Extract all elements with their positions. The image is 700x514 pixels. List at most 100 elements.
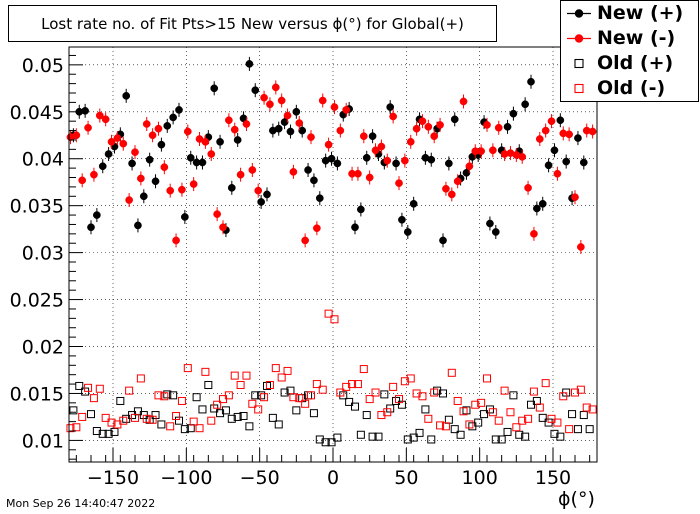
- data-point: [266, 100, 274, 109]
- data-point: [260, 393, 269, 402]
- data-point: [450, 115, 459, 124]
- data-point: [66, 424, 75, 433]
- data-point: [89, 394, 98, 403]
- data-point: [280, 388, 289, 397]
- data-point: [327, 438, 336, 447]
- data-point: [327, 154, 336, 163]
- series-new: [69, 56, 594, 248]
- data-point: [180, 425, 189, 434]
- x-tick-label: −50: [240, 467, 280, 489]
- data-point: [131, 413, 139, 422]
- data-point: [257, 391, 266, 400]
- data-point: [359, 132, 368, 141]
- data-point: [289, 393, 298, 402]
- data-point: [219, 223, 227, 232]
- data-point: [397, 400, 406, 409]
- x-tick-label: 0: [327, 467, 339, 489]
- data-point: [477, 398, 486, 407]
- data-point: [436, 421, 445, 430]
- data-point: [245, 60, 254, 68]
- data-point: [348, 380, 357, 389]
- legend-marker-icon: [574, 58, 584, 69]
- data-point: [142, 120, 151, 128]
- data-point: [365, 395, 374, 404]
- data-point: [389, 382, 398, 391]
- data-point: [462, 406, 471, 415]
- data-point: [148, 415, 157, 424]
- x-tick-label: 50: [394, 467, 418, 489]
- data-point: [518, 153, 527, 161]
- data-point: [324, 309, 333, 318]
- data-point: [289, 168, 298, 176]
- data-point: [515, 430, 524, 439]
- data-point: [148, 131, 157, 140]
- data-point: [298, 126, 307, 135]
- data-point: [183, 127, 192, 136]
- data-point: [321, 438, 330, 447]
- data-point: [227, 183, 236, 192]
- data-point: [251, 86, 260, 95]
- data-point: [494, 123, 503, 132]
- data-point: [365, 173, 374, 182]
- data-point: [573, 425, 582, 434]
- data-point: [395, 395, 403, 404]
- data-point: [439, 389, 447, 398]
- data-point: [351, 223, 359, 232]
- y-tick-label: 0.045: [10, 102, 64, 124]
- data-point: [271, 83, 280, 92]
- data-point: [95, 384, 104, 393]
- data-point: [568, 410, 577, 419]
- axes: 0.01 0.015 0.02 0.025 0.03 0.035 0.04 0.045 0.05…: [10, 55, 591, 489]
- y-tick-label: 0.02: [22, 337, 64, 359]
- data-point: [354, 169, 362, 178]
- data-point: [489, 146, 497, 155]
- data-point: [175, 106, 183, 114]
- data-point: [110, 427, 119, 436]
- y-tick-label: 0.01: [22, 430, 64, 452]
- data-point: [386, 103, 395, 111]
- data-point: [198, 405, 207, 414]
- data-point: [274, 420, 283, 429]
- data-point: [104, 429, 113, 438]
- data-point: [277, 96, 286, 105]
- data-point: [230, 371, 239, 380]
- data-point: [242, 120, 251, 128]
- data-point: [571, 193, 579, 202]
- data-point: [579, 411, 588, 420]
- data-point: [533, 204, 541, 213]
- series-old: [69, 381, 594, 447]
- grid-lines: [69, 47, 597, 462]
- data-point: [462, 168, 471, 177]
- data-point: [227, 414, 236, 423]
- data-point: [409, 433, 418, 442]
- data-point: [538, 413, 547, 422]
- data-point: [485, 405, 494, 414]
- data-point: [585, 425, 594, 434]
- data-point: [371, 146, 380, 155]
- data-point: [151, 177, 160, 186]
- legend-entry: Old (+): [561, 51, 698, 76]
- data-point: [588, 405, 597, 414]
- data-point: [427, 155, 436, 164]
- y-tick-label: 0.04: [22, 149, 64, 171]
- data-point: [512, 423, 521, 432]
- data-point: [368, 432, 377, 441]
- data-point: [101, 413, 110, 422]
- data-point: [280, 118, 289, 126]
- data-point: [295, 394, 304, 403]
- y-tick-label: 0.03: [22, 243, 64, 265]
- data-point: [263, 190, 271, 199]
- data-point: [239, 411, 248, 420]
- data-point: [119, 416, 128, 425]
- data-point: [559, 392, 568, 401]
- data-point: [265, 381, 274, 390]
- data-point: [351, 402, 359, 411]
- data-point: [169, 113, 177, 122]
- data-point: [248, 399, 257, 408]
- data-point: [406, 137, 415, 146]
- data-point: [538, 199, 547, 208]
- data-point: [274, 124, 283, 133]
- data-point: [213, 400, 222, 409]
- data-point: [84, 123, 92, 132]
- data-point: [154, 124, 163, 133]
